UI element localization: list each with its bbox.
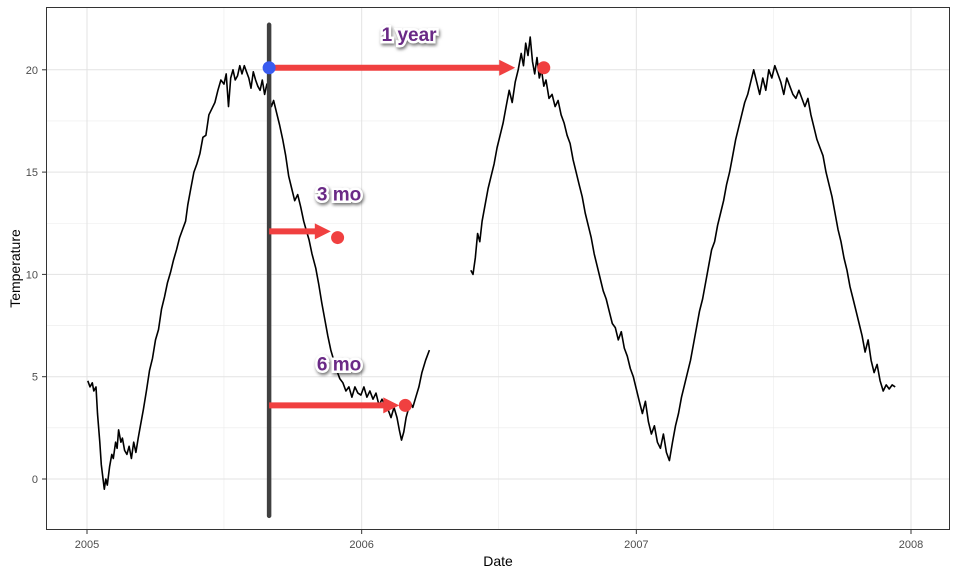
forecast-arrow-head xyxy=(499,59,516,76)
x-tick-label: 2007 xyxy=(624,539,648,551)
plot-panel xyxy=(46,7,950,530)
annotation-overlay xyxy=(262,22,551,519)
forecast-target-point xyxy=(398,398,412,412)
y-tick-label: 5 xyxy=(32,372,38,384)
forecast-arrow-head xyxy=(383,397,400,414)
y-axis-title: Temperature xyxy=(7,229,23,308)
x-tick-label: 2006 xyxy=(349,539,373,551)
x-tick-label: 2008 xyxy=(899,539,923,551)
y-tick-label: 20 xyxy=(26,65,38,77)
temperature-line-segment xyxy=(87,64,431,490)
forecast-target-point xyxy=(537,61,551,75)
annotation-label: 1 year xyxy=(382,25,438,46)
y-tick-label: 10 xyxy=(26,269,38,281)
annotation-label: 6 mo xyxy=(317,355,361,376)
grid-lines xyxy=(46,7,950,530)
temperature-series xyxy=(87,36,896,490)
y-tick-label: 15 xyxy=(26,167,38,179)
x-axis-title: Date xyxy=(483,553,513,569)
annotation-labels: 1 year 3 mo 6 mo xyxy=(314,23,439,378)
axes: 2005 2006 2007 2008 0 5 10 15 20 xyxy=(26,65,923,551)
y-tick-label: 0 xyxy=(32,474,38,486)
temperature-line-segment xyxy=(470,36,896,462)
x-tick-label: 2005 xyxy=(75,539,99,551)
forecast-target-point xyxy=(331,231,345,245)
plot-border xyxy=(46,7,950,530)
annotation-label: 3 mo xyxy=(317,185,361,206)
origin-point xyxy=(262,61,276,75)
forecast-arrow-head xyxy=(314,223,331,240)
